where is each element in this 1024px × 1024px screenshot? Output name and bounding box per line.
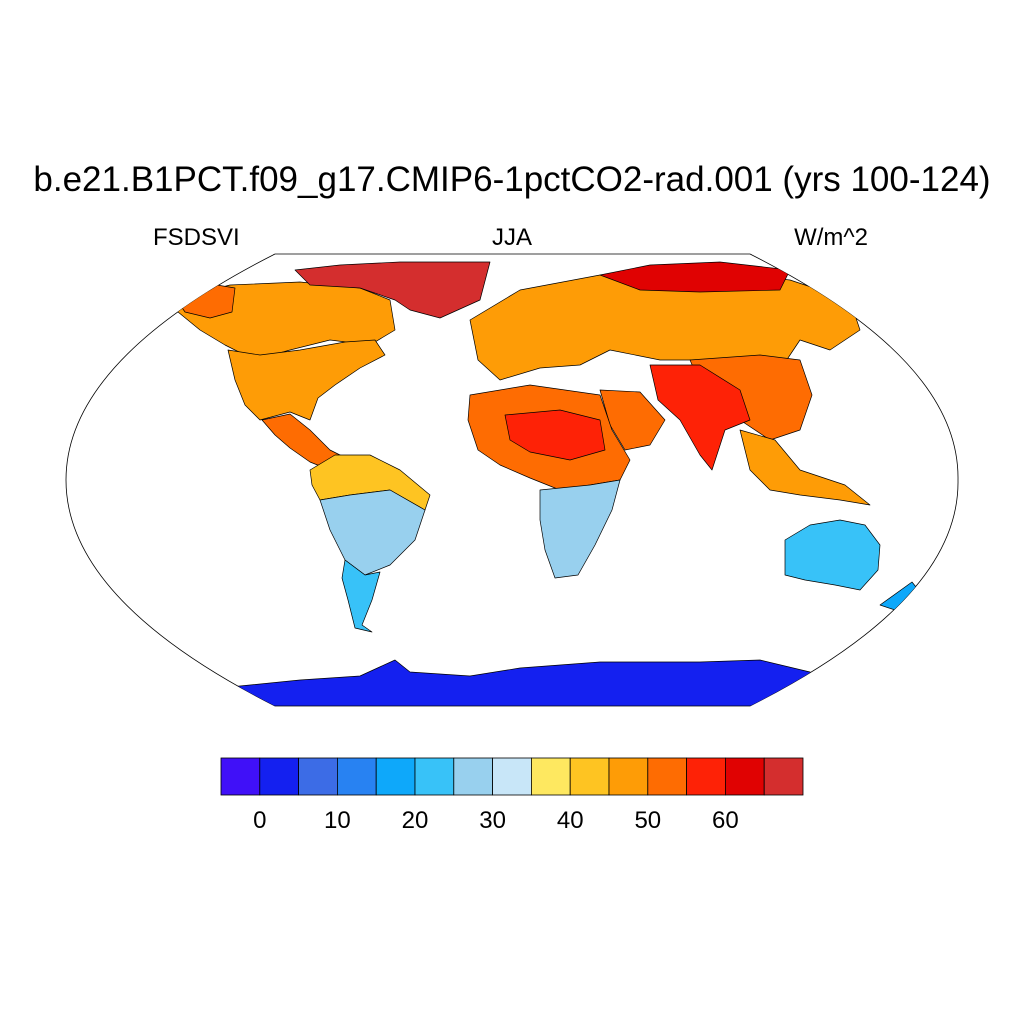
colorbar-box (492, 757, 532, 796)
region-india-tibet (649, 364, 751, 471)
colorbar-box (608, 757, 649, 796)
colorbar-box (414, 757, 455, 796)
colorbar-tick-label: 40 (557, 807, 584, 834)
map-title: b.e21.B1PCT.f09_g17.CMIP6-1pctCO2-rad.00… (33, 160, 991, 199)
colorbar-box (763, 757, 804, 796)
colorbar-tick-label: 0 (253, 807, 266, 834)
region-southern-south-america (341, 559, 381, 633)
season-label: JJA (491, 224, 532, 251)
region-southeast-asia (739, 429, 871, 506)
colorbar-box (686, 757, 726, 796)
colorbar-tick-label: 60 (712, 807, 739, 834)
colorbar-tick-label: 30 (479, 807, 506, 834)
colorbar-box (259, 757, 299, 796)
region-sahara-core (504, 409, 606, 461)
colorbar-box (725, 757, 765, 796)
colorbar-tick-label: 10 (324, 807, 351, 834)
colorbar-box (220, 757, 261, 796)
colorbar-tick-label: 20 (402, 807, 429, 834)
region-australia (784, 519, 881, 591)
region-southern-africa (539, 479, 621, 579)
variable-label: FSDSVI (153, 224, 240, 251)
colorbar-box (375, 757, 416, 796)
region-central-south-america (319, 489, 426, 576)
region-arctic-siberia (599, 261, 791, 293)
colorbar-tick-label: 50 (634, 807, 661, 834)
region-united-states (227, 339, 386, 421)
colorbar-box (453, 757, 493, 796)
units-label: W/m^2 (794, 224, 868, 251)
colorbar-box (647, 757, 687, 796)
colorbar-box (569, 757, 610, 796)
colorbar-box (298, 757, 338, 796)
colorbar-box (336, 757, 377, 796)
region-arctic-canada-greenland (294, 261, 491, 319)
colorbar-box (531, 757, 571, 796)
